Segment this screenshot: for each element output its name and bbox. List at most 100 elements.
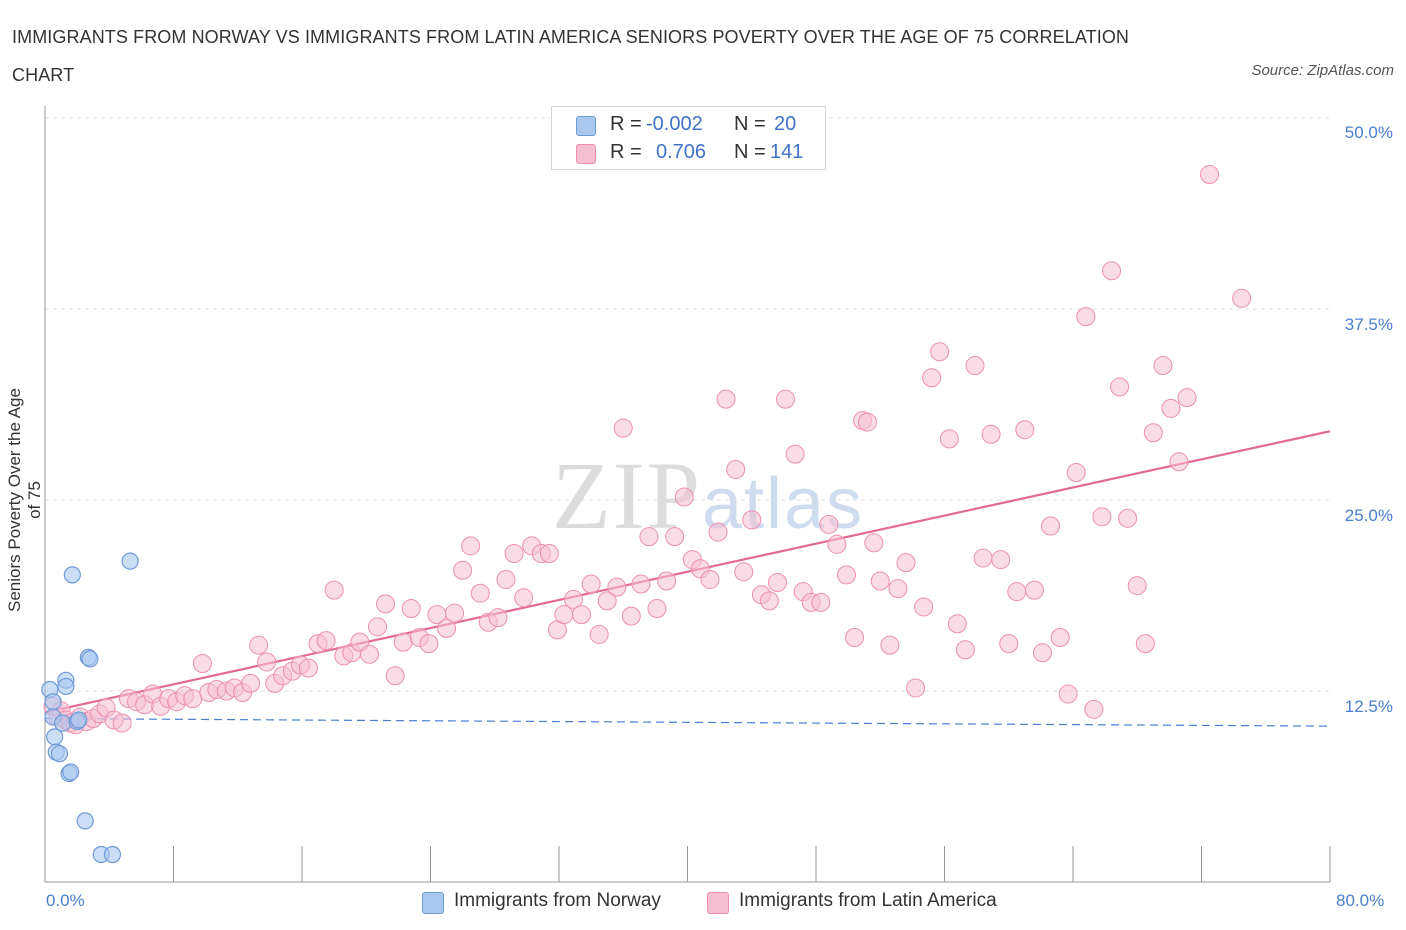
latam-point <box>1084 699 1104 719</box>
norway-legend-swatch <box>422 892 444 914</box>
latam-swatch <box>576 144 596 164</box>
latam-point <box>1110 377 1130 397</box>
norway-point <box>50 745 69 763</box>
latam-point <box>785 444 805 464</box>
n-label: N = <box>734 113 766 135</box>
latam-point <box>1058 684 1078 704</box>
norway-trend-line <box>44 717 1331 727</box>
latam-point <box>298 658 318 678</box>
legend-label: Immigrants from Norway <box>454 890 661 911</box>
latam-point <box>827 534 847 554</box>
latam-point <box>1169 452 1189 472</box>
latam-point <box>1232 288 1252 308</box>
latam-point <box>775 389 795 409</box>
latam-point <box>857 412 877 432</box>
latam-trend-line <box>44 430 1331 714</box>
latam-point <box>241 673 261 693</box>
latam-point <box>419 634 439 654</box>
latam-point <box>742 510 762 530</box>
y-tick-label: 12.5% <box>1344 697 1393 716</box>
latam-point <box>657 571 677 591</box>
latam-point <box>1015 420 1035 440</box>
latam-point <box>393 632 413 652</box>
latam-point <box>674 487 694 507</box>
chart-title: IMMIGRANTS FROM NORWAY VS IMMIGRANTS FRO… <box>12 27 1130 85</box>
latam-point <box>470 583 490 603</box>
latam-point <box>864 533 884 553</box>
x-tick-label: 0.0% <box>46 891 85 910</box>
latam-point <box>1024 580 1044 600</box>
axes <box>44 106 1331 883</box>
latam-point <box>845 628 865 648</box>
latam-point <box>1161 398 1181 418</box>
stats-row-norway: R = -0.002 N = 20 <box>552 110 825 138</box>
latam-point <box>112 713 132 733</box>
latam-point <box>571 605 591 625</box>
n-value: 141 <box>770 141 804 163</box>
latam-point <box>1200 165 1220 185</box>
stats-box: R = -0.002 N = 20 R = 0.706 N = 141 <box>551 106 826 170</box>
latam-point <box>385 666 405 686</box>
latam-point <box>639 527 659 547</box>
latam-point <box>1143 423 1163 443</box>
latam-point <box>767 573 787 593</box>
latam-point <box>367 617 387 637</box>
latam-point <box>1032 643 1052 663</box>
n-value: 20 <box>774 113 797 135</box>
latam-point <box>708 522 728 542</box>
latam-point <box>324 580 344 600</box>
latam-point <box>1066 462 1086 482</box>
y-tick-label: 50.0% <box>1344 123 1393 142</box>
latam-point <box>955 640 975 660</box>
latam-point <box>192 653 212 673</box>
data-points <box>41 165 1252 864</box>
latam-point <box>837 565 857 585</box>
latam-point <box>647 598 667 618</box>
n-label: N = <box>734 141 766 163</box>
latam-point <box>811 592 831 612</box>
latam-point <box>819 514 839 534</box>
norway-point <box>62 763 80 781</box>
latam-point <box>896 553 916 573</box>
stats-row-latam: R = 0.706 N = 141 <box>552 138 825 166</box>
latam-point <box>1007 582 1027 602</box>
latam-point <box>1135 634 1155 654</box>
latam-point <box>554 605 574 625</box>
norway-point <box>76 812 94 830</box>
latam-point <box>981 424 1001 444</box>
latam-point <box>613 418 633 438</box>
norway-point <box>57 677 75 696</box>
latam-point <box>437 618 457 638</box>
legend-label: Immigrants from Latin America <box>739 890 997 911</box>
y-tick-label: 25.0% <box>1344 506 1393 525</box>
r-value: -0.002 <box>646 113 703 135</box>
norway-point <box>81 650 99 668</box>
y-axis-title: Seniors Poverty Over the Age of 75 <box>5 388 44 612</box>
y-tick-label: 37.5% <box>1344 315 1393 334</box>
latam-point <box>965 356 985 376</box>
latam-point <box>504 543 524 563</box>
latam-point <box>734 562 754 582</box>
latam-point <box>665 527 685 547</box>
latam-point <box>700 569 720 589</box>
latam-point <box>597 591 617 611</box>
latam-point <box>539 543 559 563</box>
latam-point <box>563 589 583 609</box>
r-label: R = <box>610 113 642 135</box>
latam-point <box>726 459 746 479</box>
latam-point <box>939 429 959 449</box>
norway-point <box>54 714 72 732</box>
latam-legend-swatch <box>707 892 729 914</box>
latam-point <box>401 598 421 618</box>
latam-point <box>496 569 516 589</box>
r-value: 0.706 <box>656 141 707 163</box>
latam-point <box>376 594 396 614</box>
norway-swatch <box>576 116 596 136</box>
latam-point <box>759 591 779 611</box>
latam-point <box>453 560 473 580</box>
latam-point <box>249 635 269 655</box>
norway-point <box>103 845 122 864</box>
latam-point <box>581 574 601 594</box>
latam-point <box>1102 261 1122 281</box>
